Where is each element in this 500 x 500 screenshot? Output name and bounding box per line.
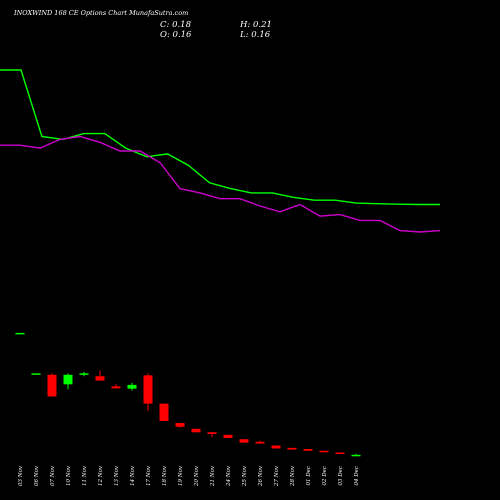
candle-body [79, 373, 89, 375]
chart-title: INOXWIND 168 CE Options Chart MunafaSutr… [14, 9, 189, 17]
moving-average-layer [0, 69, 441, 233]
candle-body [63, 374, 73, 385]
candle-body [207, 432, 217, 434]
candle-19 [319, 450, 329, 453]
x-tick-label: 07 Nov [50, 465, 56, 486]
candle-body [143, 375, 153, 404]
candle-15 [255, 440, 265, 444]
candle-body [47, 374, 57, 397]
x-tick-label: 03 Nov [18, 465, 24, 486]
candle-body [95, 376, 105, 381]
candle-0 [15, 332, 25, 335]
candle-9 [159, 403, 169, 421]
candle-10 [175, 423, 185, 428]
candle-1 [31, 373, 41, 375]
x-tick-label: 04 Dec [354, 466, 360, 486]
candle-body [127, 384, 137, 389]
candle-body [239, 439, 249, 443]
candle-body [223, 434, 233, 439]
open-readout: O: 0.16 [160, 30, 192, 40]
ma-slow-line [0, 135, 441, 233]
close-readout: C: 0.18 [160, 20, 191, 30]
candle-body [191, 428, 201, 433]
candle-body [175, 423, 185, 427]
candle-18 [303, 449, 313, 451]
x-tick-label: 03 Dec [338, 466, 344, 486]
x-tick-label: 26 Nov [258, 465, 264, 487]
x-tick-label: 20 Nov [194, 465, 200, 487]
x-tick-label: 11 Nov [82, 465, 88, 486]
candle-2 [47, 373, 57, 397]
candle-16 [271, 445, 281, 449]
x-tick-label: 25 Nov [242, 465, 248, 487]
candle-3 [63, 373, 73, 390]
candle-7 [127, 382, 137, 391]
candle-body [255, 441, 265, 444]
candle-body [351, 454, 361, 457]
low-readout: L: 0.16 [240, 30, 271, 40]
candle-4 [79, 371, 89, 377]
x-tick-label: 19 Nov [178, 465, 184, 486]
high-readout: H: 0.21 [240, 20, 272, 30]
x-tick-label: 02 Dec [322, 466, 328, 486]
candle-8 [143, 373, 153, 411]
candle-17 [287, 447, 297, 450]
x-tick-label: 12 Nov [98, 465, 104, 486]
candle-body [335, 452, 345, 454]
candle-body [319, 450, 329, 453]
x-tick-label: 28 Nov [290, 465, 296, 487]
candle-layer [15, 332, 361, 457]
candle-body [271, 445, 281, 449]
ma-fast-line [0, 69, 440, 206]
candle-body [111, 386, 121, 389]
x-tick-label: 17 Nov [146, 465, 152, 486]
candle-21 [351, 453, 361, 457]
x-axis: 03 Nov 06 Nov 07 Nov 10 Nov 11 Nov 12 Nov 13 N… [18, 465, 360, 487]
x-tick-label: 06 Nov [34, 465, 40, 486]
candle-5 [95, 370, 105, 381]
candle-body [303, 449, 313, 451]
x-tick-label: 24 Nov [226, 465, 232, 487]
candle-body [31, 373, 41, 375]
candle-20 [335, 452, 345, 454]
x-tick-label: 21 Nov [210, 465, 216, 487]
candle-body [159, 403, 169, 421]
candle-12 [207, 431, 217, 437]
x-tick-label: 01 Dec [306, 466, 312, 486]
x-tick-label: 18 Nov [162, 465, 168, 486]
candle-body [287, 447, 297, 450]
candle-14 [239, 439, 249, 443]
x-tick-label: 10 Nov [66, 465, 72, 486]
candle-body [15, 332, 25, 335]
x-tick-label: 13 Nov [114, 465, 120, 486]
candle-13 [223, 434, 233, 439]
candle-11 [191, 428, 201, 433]
candle-6 [111, 384, 121, 389]
x-tick-label: 14 Nov [130, 465, 136, 486]
x-tick-label: 27 Nov [274, 465, 280, 487]
